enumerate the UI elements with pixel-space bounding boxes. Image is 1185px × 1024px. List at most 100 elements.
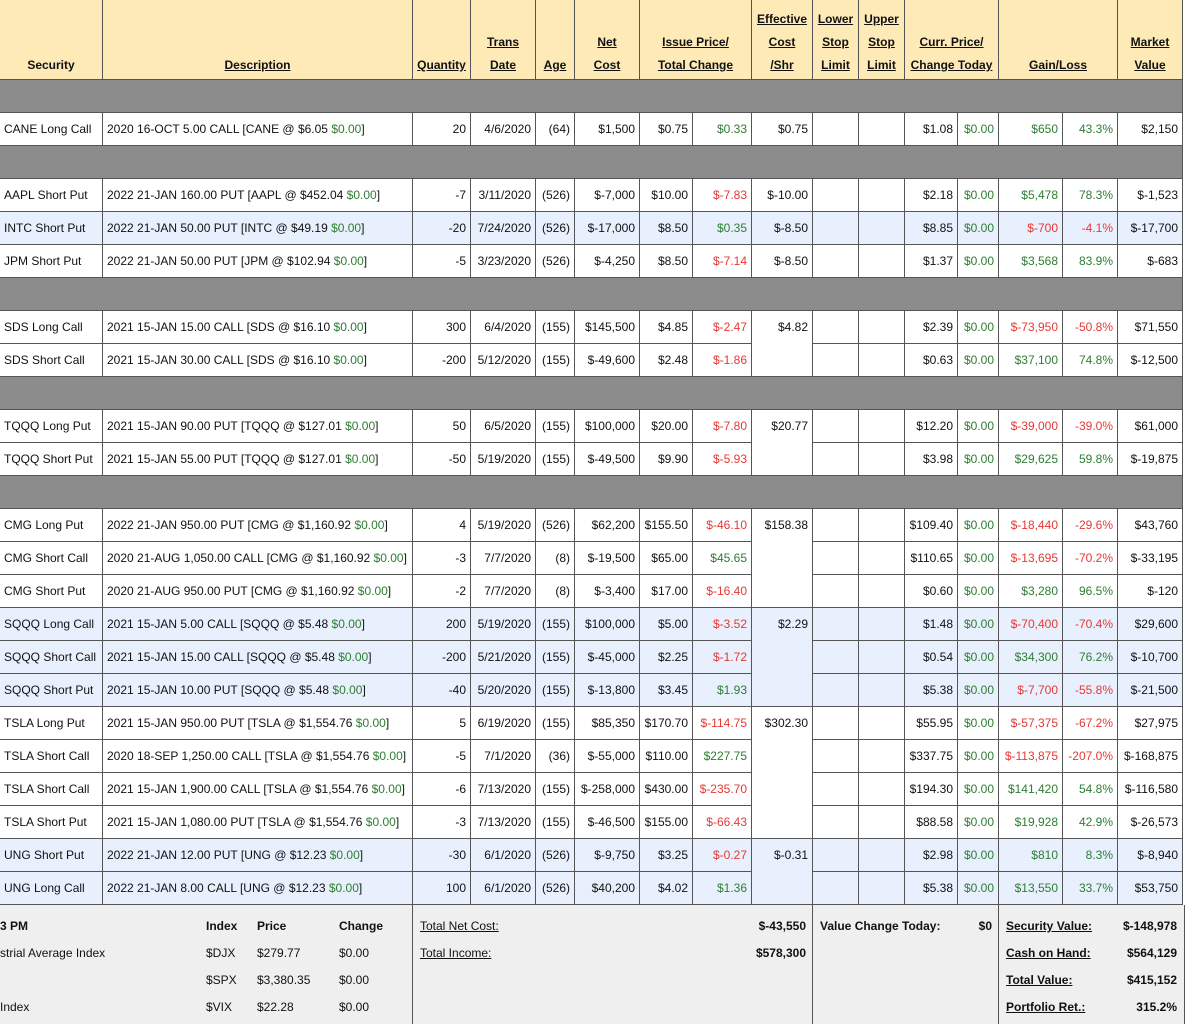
description: 2022 21-JAN 950.00 PUT [CMG @ $1,160.92 … bbox=[103, 509, 413, 542]
cell: $-4,250 bbox=[575, 245, 640, 278]
cell: $-1.72 bbox=[693, 641, 752, 674]
cell: -50 bbox=[413, 443, 471, 476]
description-part: 2021 15-JAN 950.00 PUT [TSLA @ $1,554.76 bbox=[107, 716, 356, 730]
column-header: Quantity bbox=[413, 0, 471, 80]
header-line: Limit bbox=[821, 58, 850, 72]
effective-cost: $302.30 bbox=[752, 707, 813, 839]
cell: $-9,750 bbox=[575, 839, 640, 872]
description: 2021 15-JAN 55.00 PUT [TQQQ @ $127.01 $0… bbox=[103, 443, 413, 476]
cell: $5.38 bbox=[905, 674, 958, 707]
description: 2021 15-JAN 30.00 CALL [SDS @ $16.10 $0.… bbox=[103, 344, 413, 377]
security: JPM Short Put bbox=[0, 245, 103, 278]
stop-limit bbox=[813, 575, 859, 608]
cell: $3.45 bbox=[640, 674, 693, 707]
cell: $-120 bbox=[1118, 575, 1183, 608]
cell: $-1,523 bbox=[1118, 179, 1183, 212]
cell: 6/1/2020 bbox=[471, 872, 536, 905]
cell: $-7.80 bbox=[693, 410, 752, 443]
cell: 5/20/2020 bbox=[471, 674, 536, 707]
section-separator bbox=[0, 80, 1183, 113]
cell: $-57,375 bbox=[999, 707, 1063, 740]
cell: $5,478 bbox=[999, 179, 1063, 212]
cell: (155) bbox=[536, 443, 575, 476]
cell: $0.00 bbox=[958, 245, 999, 278]
cell: $55.95 bbox=[905, 707, 958, 740]
header-line: Quantity bbox=[417, 58, 466, 72]
cell: 54.8% bbox=[1063, 773, 1118, 806]
stop-limit bbox=[859, 410, 905, 443]
cell: (526) bbox=[536, 872, 575, 905]
cell: $170.70 bbox=[640, 707, 693, 740]
cell: $1.37 bbox=[905, 245, 958, 278]
market-header: Index bbox=[206, 919, 238, 933]
cell: $110.65 bbox=[905, 542, 958, 575]
description-part: ] bbox=[375, 452, 379, 466]
cell: 100 bbox=[413, 872, 471, 905]
section-separator bbox=[0, 146, 1183, 179]
description-part: ] bbox=[368, 650, 372, 664]
cell: 96.5% bbox=[1063, 575, 1118, 608]
cell: $4.02 bbox=[640, 872, 693, 905]
cell: $-258,000 bbox=[575, 773, 640, 806]
description: 2021 15-JAN 90.00 PUT [TQQQ @ $127.01 $0… bbox=[103, 410, 413, 443]
cell: 4 bbox=[413, 509, 471, 542]
cell: $0.00 bbox=[958, 740, 999, 773]
description-part: 2020 21-AUG 950.00 PUT [CMG @ $1,160.92 bbox=[107, 584, 358, 598]
stop-limit bbox=[813, 245, 859, 278]
description-part: ] bbox=[363, 353, 367, 367]
cell: $110.00 bbox=[640, 740, 693, 773]
cell: $0.00 bbox=[958, 773, 999, 806]
footer-panel bbox=[999, 905, 1185, 1024]
column-header: Market Value bbox=[1118, 0, 1183, 80]
cell: $2.39 bbox=[905, 311, 958, 344]
market-cell: $VIX bbox=[206, 1000, 233, 1014]
cell: -30 bbox=[413, 839, 471, 872]
cell: $27,975 bbox=[1118, 707, 1183, 740]
cell: $-113,875 bbox=[999, 740, 1063, 773]
cell: $29,600 bbox=[1118, 608, 1183, 641]
summary-value: 315.2% bbox=[1136, 1000, 1177, 1014]
cell: (36) bbox=[536, 740, 575, 773]
cell: $141,420 bbox=[999, 773, 1063, 806]
cell: 300 bbox=[413, 311, 471, 344]
summary-label: Portfolio Ret.: bbox=[1006, 1000, 1086, 1014]
column-header: Net Cost bbox=[575, 0, 640, 80]
cell: $0.63 bbox=[905, 344, 958, 377]
section-separator bbox=[0, 377, 1183, 410]
description-part: ] bbox=[384, 518, 388, 532]
description: 2020 16-OCT 5.00 CALL [CANE @ $6.05 $0.0… bbox=[103, 113, 413, 146]
description: 2020 21-AUG 1,050.00 CALL [CMG @ $1,160.… bbox=[103, 542, 413, 575]
effective-cost: $-10.00 bbox=[752, 179, 813, 212]
stop-limit bbox=[813, 773, 859, 806]
description-part: ] bbox=[361, 617, 365, 631]
cell: $-17,000 bbox=[575, 212, 640, 245]
description-part: $0.00 bbox=[371, 782, 402, 796]
cell: $155.00 bbox=[640, 806, 693, 839]
cell: $-114.75 bbox=[693, 707, 752, 740]
security: TSLA Long Put bbox=[0, 707, 103, 740]
security: AAPL Short Put bbox=[0, 179, 103, 212]
cell: 7/1/2020 bbox=[471, 740, 536, 773]
market-cell: strial Average Index bbox=[0, 946, 106, 960]
cell: -2 bbox=[413, 575, 471, 608]
cell: 7/13/2020 bbox=[471, 773, 536, 806]
description-part: $0.00 bbox=[373, 551, 404, 565]
stop-limit bbox=[859, 773, 905, 806]
stop-limit bbox=[859, 641, 905, 674]
cell: $337.75 bbox=[905, 740, 958, 773]
cell: $62,200 bbox=[575, 509, 640, 542]
market-cell: Index bbox=[0, 1000, 30, 1014]
security: CMG Short Put bbox=[0, 575, 103, 608]
cell: $109.40 bbox=[905, 509, 958, 542]
description: 2021 15-JAN 1,080.00 PUT [TSLA @ $1,554.… bbox=[103, 806, 413, 839]
cell: $19,928 bbox=[999, 806, 1063, 839]
cell: 7/7/2020 bbox=[471, 575, 536, 608]
stop-limit bbox=[813, 212, 859, 245]
header-line: Cost bbox=[768, 35, 796, 49]
cell: (155) bbox=[536, 641, 575, 674]
header-line: Trans bbox=[486, 35, 519, 49]
description: 2020 18-SEP 1,250.00 CALL [TSLA @ $1,554… bbox=[103, 740, 413, 773]
stop-limit bbox=[859, 806, 905, 839]
description-part: ] bbox=[358, 881, 363, 895]
cell: $-19,500 bbox=[575, 542, 640, 575]
